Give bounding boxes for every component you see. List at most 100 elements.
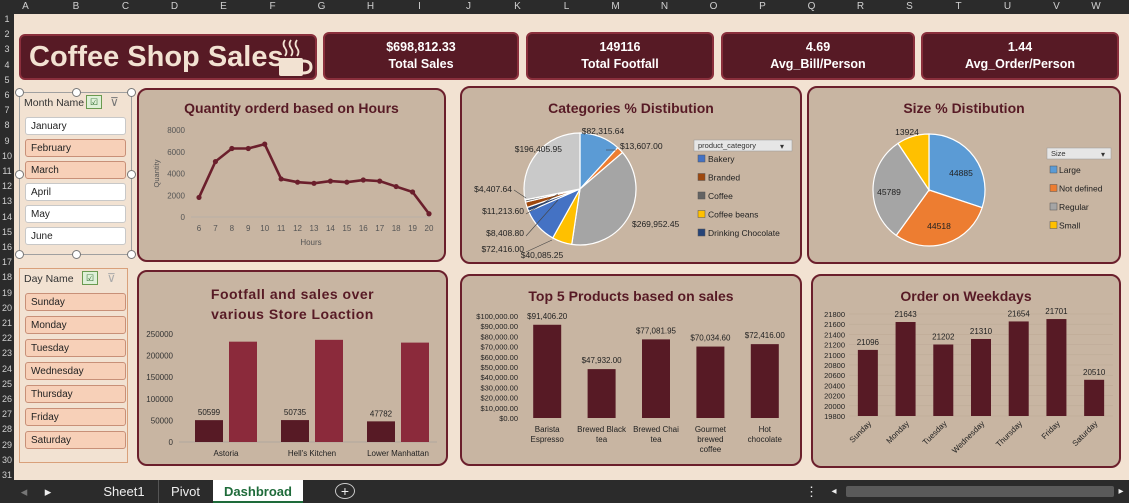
- resize-handle[interactable]: [72, 250, 81, 259]
- column-header[interactable]: L: [563, 1, 570, 12]
- row-header[interactable]: 1: [4, 14, 10, 24]
- row-header[interactable]: 2: [4, 29, 10, 40]
- row-header[interactable]: 5: [4, 74, 10, 85]
- column-header[interactable]: E: [220, 1, 227, 12]
- slicer-item[interactable]: January: [25, 117, 126, 135]
- row-header[interactable]: 11: [2, 166, 12, 176]
- resize-handle[interactable]: [72, 88, 81, 97]
- slicer-item[interactable]: Wednesday: [25, 362, 126, 380]
- row-header[interactable]: 4: [4, 59, 10, 70]
- row-header[interactable]: 28: [1, 424, 12, 435]
- next-sheet-icon[interactable]: ▸: [44, 484, 52, 499]
- tab-pivot[interactable]: Pivot: [158, 480, 212, 503]
- column-header[interactable]: V: [1053, 1, 1060, 12]
- clear-filter-icon[interactable]: ⊽: [110, 95, 119, 109]
- column-headers[interactable]: A B C D E F G H I J K L M N O P Q R S T U V W: [0, 0, 1129, 14]
- column-header[interactable]: W: [1091, 1, 1101, 12]
- row-header[interactable]: 15: [1, 226, 12, 237]
- row-header[interactable]: 9: [4, 135, 10, 146]
- row-header[interactable]: 20: [1, 302, 12, 313]
- column-header[interactable]: K: [514, 1, 521, 12]
- column-header[interactable]: F: [269, 1, 276, 12]
- month-slicer[interactable]: Month Name ☑ ⊽ January February March April…: [15, 88, 136, 259]
- tab-sheet1[interactable]: Sheet1: [103, 484, 145, 499]
- slicer-item[interactable]: Monday: [25, 316, 126, 334]
- slicer-item[interactable]: Thursday: [25, 385, 126, 403]
- row-header[interactable]: 14: [1, 211, 12, 222]
- multi-select-icon[interactable]: ☑: [82, 271, 98, 285]
- row-header[interactable]: 24: [1, 363, 12, 374]
- row-header[interactable]: 12: [1, 181, 12, 192]
- column-header[interactable]: N: [660, 1, 669, 12]
- slicer-item[interactable]: Saturday: [25, 431, 126, 449]
- resize-handle[interactable]: [127, 170, 136, 179]
- pie-slice: [872, 142, 930, 237]
- category-chart-panel[interactable]: Categories % Distibution $82,315.64 $13,6…: [460, 86, 802, 264]
- slicer-item[interactable]: June: [25, 227, 126, 245]
- prev-sheet-icon[interactable]: ◂: [20, 484, 28, 499]
- hours-chart-panel[interactable]: Quantity orderd based on Hours 0 2000 4000…: [137, 88, 446, 262]
- column-header[interactable]: J: [466, 1, 471, 12]
- tab-options-icon[interactable]: ⋮: [805, 484, 818, 499]
- row-header[interactable]: 22: [1, 333, 12, 344]
- row-header[interactable]: 27: [1, 409, 12, 420]
- row-header[interactable]: 10: [1, 150, 12, 161]
- row-header[interactable]: 7: [4, 105, 10, 116]
- resize-handle[interactable]: [15, 88, 24, 97]
- row-header[interactable]: 23: [1, 348, 12, 359]
- column-header[interactable]: Q: [807, 1, 816, 12]
- column-header[interactable]: I: [418, 1, 421, 12]
- size-chart-panel[interactable]: Size % Distibution 44885 44518 45789 13924 S…: [807, 86, 1121, 264]
- slicer-item[interactable]: Tuesday: [25, 339, 126, 357]
- row-header[interactable]: 21: [1, 318, 12, 328]
- row-headers[interactable]: 1 2 3 4 5 6 7 8 9 10 11 12 13 14 15 16 17 18 19 20 21 22 23 24 2…: [0, 14, 14, 480]
- products-chart-panel[interactable]: Top 5 Products based on sales $0.00 $10,0…: [460, 274, 802, 466]
- row-header[interactable]: 13: [1, 196, 12, 207]
- slicer-item[interactable]: March: [25, 161, 126, 179]
- day-slicer[interactable]: Day Name ☑ ⊽ Sunday Monday Tuesday Wednesda…: [19, 268, 128, 463]
- row-header[interactable]: 26: [1, 394, 12, 404]
- row-header[interactable]: 17: [1, 257, 12, 268]
- column-header[interactable]: O: [709, 1, 718, 12]
- column-header[interactable]: C: [121, 1, 130, 12]
- add-sheet-button[interactable]: +: [335, 483, 355, 499]
- multi-select-icon[interactable]: ☑: [86, 95, 102, 109]
- column-header[interactable]: T: [955, 1, 962, 12]
- row-header[interactable]: 29: [1, 439, 12, 450]
- row-header[interactable]: 19: [1, 287, 12, 298]
- row-header[interactable]: 31: [1, 470, 12, 480]
- row-header[interactable]: 16: [1, 242, 12, 252]
- row-header[interactable]: 30: [1, 454, 12, 465]
- slicer-item[interactable]: Friday: [25, 408, 126, 426]
- scroll-left-icon[interactable]: ◂: [831, 486, 837, 497]
- column-header[interactable]: U: [1003, 1, 1012, 12]
- clear-filter-icon[interactable]: ⊽: [107, 271, 116, 285]
- column-header[interactable]: G: [317, 1, 326, 12]
- resize-handle[interactable]: [15, 250, 24, 259]
- column-header[interactable]: P: [759, 1, 766, 12]
- resize-handle[interactable]: [15, 170, 24, 179]
- slicer-item[interactable]: May: [25, 205, 126, 223]
- scroll-right-icon[interactable]: ▸: [1118, 486, 1124, 497]
- column-header[interactable]: B: [72, 1, 80, 12]
- horizontal-scrollbar[interactable]: [846, 486, 1114, 497]
- column-header[interactable]: H: [366, 1, 375, 12]
- row-header[interactable]: 18: [1, 272, 12, 283]
- column-header[interactable]: M: [611, 1, 620, 12]
- weekday-chart-panel[interactable]: Order on Weekdays 19800 20000 20200 20400 20…: [811, 274, 1121, 468]
- slicer-item[interactable]: April: [25, 183, 126, 201]
- column-header[interactable]: R: [856, 1, 865, 12]
- slicer-item[interactable]: Sunday: [25, 293, 126, 311]
- store-chart-panel[interactable]: Footfall and sales over various Store Lo…: [137, 270, 448, 466]
- row-header[interactable]: 6: [4, 90, 10, 100]
- tab-dashboard[interactable]: Dashbroad: [213, 480, 303, 503]
- row-header[interactable]: 8: [4, 120, 10, 131]
- column-header[interactable]: D: [170, 1, 179, 12]
- row-header[interactable]: 25: [1, 378, 12, 389]
- resize-handle[interactable]: [127, 88, 136, 97]
- column-header[interactable]: A: [22, 1, 29, 12]
- row-header[interactable]: 3: [4, 44, 10, 55]
- slicer-item[interactable]: February: [25, 139, 126, 157]
- column-header[interactable]: S: [906, 1, 913, 12]
- resize-handle[interactable]: [127, 250, 136, 259]
